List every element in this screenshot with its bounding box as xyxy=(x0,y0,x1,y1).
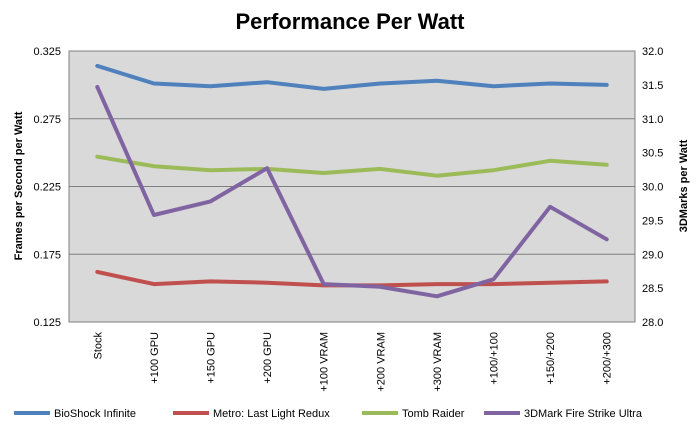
left-tick-label: 0.275 xyxy=(33,114,61,126)
right-tick-label: 28.0 xyxy=(642,317,663,329)
plot-border xyxy=(68,50,636,323)
legend-label: Metro: Last Light Redux xyxy=(213,408,330,420)
left-axis-ticks: 0.125 0.175 0.225 0.275 0.325 xyxy=(33,46,61,329)
legend: BioShock Infinite Metro: Last Light Redux… xyxy=(14,408,643,420)
legend-label: BioShock Infinite xyxy=(54,408,136,420)
x-tick-label: +200/+300 xyxy=(602,332,614,385)
right-tick-label: 30.0 xyxy=(642,182,663,194)
left-tick-label: 0.125 xyxy=(33,317,61,329)
chart-title: Performance Per Watt xyxy=(235,9,465,34)
legend-label: 3DMark Fire Strike Ultra xyxy=(524,408,643,420)
right-tick-label: 30.5 xyxy=(642,148,663,160)
series-line-1 xyxy=(95,63,609,91)
left-tick-label: 0.325 xyxy=(33,46,61,58)
x-tick-label: +100 VRAM xyxy=(319,332,331,392)
series-line-4 xyxy=(95,84,609,299)
legend-label: Tomb Raider xyxy=(402,408,465,420)
right-axis-title: 3DMarks per Watt xyxy=(678,139,690,232)
series-lines xyxy=(95,63,609,299)
right-tick-label: 31.5 xyxy=(642,80,663,92)
x-tick-label: +100/+100 xyxy=(489,332,501,385)
left-tick-label: 0.175 xyxy=(33,249,61,261)
x-tick-label: +200 VRAM xyxy=(375,332,387,392)
left-tick-label: 0.225 xyxy=(33,182,61,194)
x-tick-label: +300 VRAM xyxy=(432,332,444,392)
right-tick-label: 29.5 xyxy=(642,215,663,227)
series-line-3 xyxy=(95,154,609,178)
x-tick-label: Stock xyxy=(92,332,104,360)
right-tick-label: 28.5 xyxy=(642,283,663,295)
left-axis-title: Frames per Second per Watt xyxy=(13,111,25,260)
x-axis-ticks: Stock +100 GPU +150 GPU +200 GPU +100 VRAM +2… xyxy=(92,332,613,392)
right-tick-label: 29.0 xyxy=(642,249,663,261)
right-tick-label: 31.0 xyxy=(642,114,663,126)
right-axis-ticks: 28.0 28.5 29.0 29.5 30.0 30.5 31.0 31.5 32.0 xyxy=(642,46,663,329)
x-tick-label: +200 GPU xyxy=(262,332,274,384)
x-tick-label: +150 GPU xyxy=(206,332,218,384)
right-tick-label: 32.0 xyxy=(642,46,663,58)
x-tick-label: +100 GPU xyxy=(149,332,161,384)
x-tick-label: +150/+200 xyxy=(545,332,557,385)
